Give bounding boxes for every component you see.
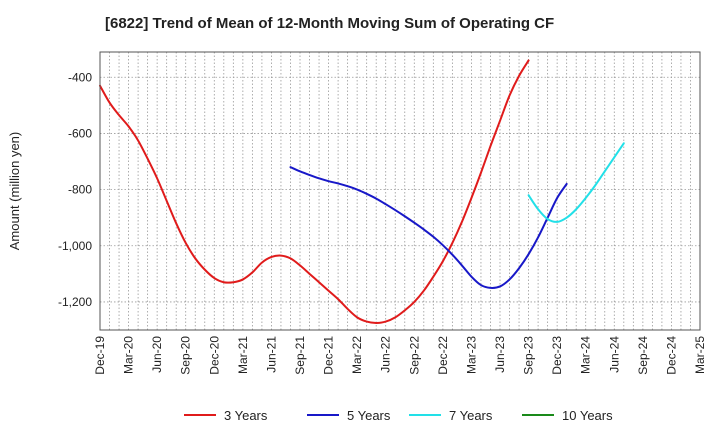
x-tick-label: Dec-19 bbox=[93, 336, 107, 375]
legend: 3 Years 5 Years 7 Years 10 Years bbox=[184, 408, 613, 423]
series-line-7-years bbox=[527, 142, 625, 223]
x-tick-label: Mar-23 bbox=[464, 336, 478, 374]
series-group bbox=[99, 59, 625, 324]
y-tick-label: -1,200 bbox=[58, 295, 92, 309]
x-tick-label: Mar-25 bbox=[693, 336, 707, 374]
legend-item-7-years: 7 Years bbox=[409, 408, 493, 423]
x-tick-label: Dec-21 bbox=[322, 336, 336, 375]
x-tick-label: Dec-22 bbox=[436, 336, 450, 375]
legend-item-5-years: 5 Years bbox=[307, 408, 391, 423]
chart-title: [6822] Trend of Mean of 12-Month Moving … bbox=[105, 15, 554, 32]
series-line-3-years bbox=[99, 59, 530, 324]
grid bbox=[100, 52, 700, 330]
x-tick-label: Sep-23 bbox=[522, 336, 536, 375]
x-tick-label: Dec-23 bbox=[550, 336, 564, 375]
y-tick-label: -600 bbox=[68, 126, 92, 140]
y-ticks: -1,200 -1,000 -800 -600 -400 bbox=[58, 70, 92, 309]
x-tick-label: Mar-24 bbox=[579, 336, 593, 374]
legend-label: 5 Years bbox=[347, 408, 391, 423]
legend-label: 3 Years bbox=[224, 408, 268, 423]
y-axis-label: Amount (million yen) bbox=[7, 132, 22, 251]
x-tick-label: Jun-23 bbox=[493, 336, 507, 373]
y-tick-label: -800 bbox=[68, 183, 92, 197]
y-tick-label: -1,000 bbox=[58, 239, 92, 253]
x-ticks: Dec-19 Mar-20 Jun-20 Sep-20 Dec-20 Mar-21 Jun-… bbox=[93, 336, 707, 375]
legend-label: 7 Years bbox=[449, 408, 493, 423]
x-tick-label: Sep-24 bbox=[636, 336, 650, 375]
x-tick-label: Sep-21 bbox=[293, 336, 307, 375]
plot-frame bbox=[99, 51, 701, 331]
x-tick-label: Dec-20 bbox=[207, 336, 221, 375]
x-tick-label: Sep-20 bbox=[179, 336, 193, 375]
x-tick-label: Mar-21 bbox=[236, 336, 250, 374]
series-line-5-years bbox=[289, 166, 568, 289]
x-tick-label: Jun-24 bbox=[607, 336, 621, 373]
x-tick-label: Mar-20 bbox=[122, 336, 136, 374]
y-tick-label: -400 bbox=[68, 70, 92, 84]
legend-item-3-years: 3 Years bbox=[184, 408, 268, 423]
x-tick-label: Jun-22 bbox=[379, 336, 393, 373]
legend-item-10-years: 10 Years bbox=[522, 408, 613, 423]
x-tick-label: Jun-20 bbox=[150, 336, 164, 373]
x-tick-label: Sep-22 bbox=[407, 336, 421, 375]
legend-label: 10 Years bbox=[562, 408, 613, 423]
x-tick-label: Mar-22 bbox=[350, 336, 364, 374]
x-tick-label: Jun-21 bbox=[264, 336, 278, 373]
x-tick-label: Dec-24 bbox=[664, 336, 678, 375]
